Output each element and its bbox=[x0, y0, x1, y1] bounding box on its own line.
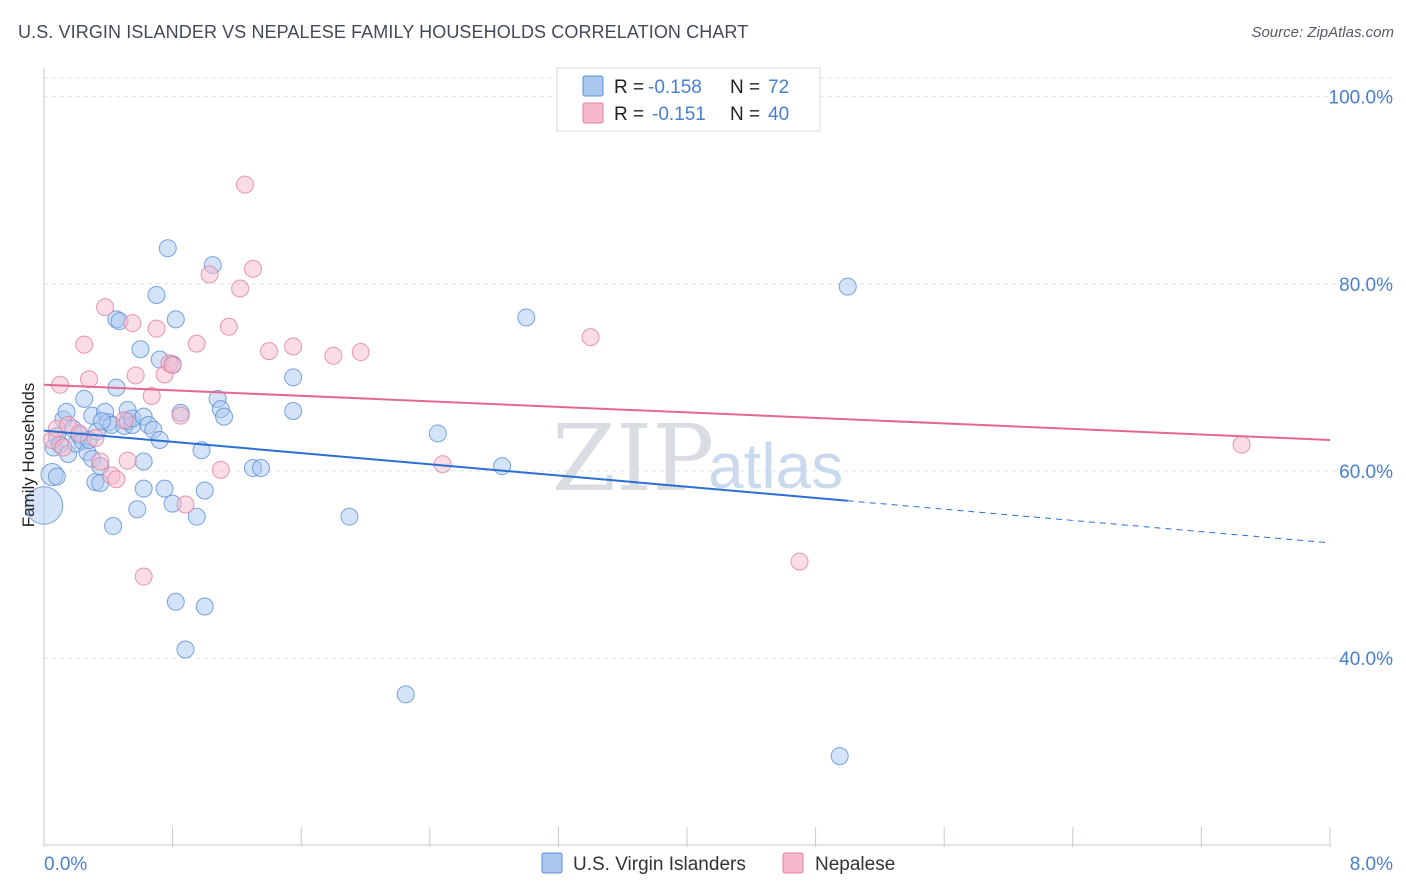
point-virgin-islanders bbox=[166, 310, 185, 329]
legend-n-value-virgin-islanders: 72 bbox=[768, 77, 789, 98]
legend-n-label-virgin-islanders: N = bbox=[730, 77, 760, 98]
point-nepalese bbox=[231, 279, 250, 298]
point-nepalese bbox=[126, 366, 145, 385]
point-nepalese bbox=[235, 175, 254, 194]
y-tick-label: 40.0% bbox=[1339, 649, 1393, 670]
point-virgin-islanders bbox=[252, 459, 271, 478]
point-virgin-islanders bbox=[187, 507, 206, 526]
point-nepalese bbox=[115, 411, 134, 430]
series-legend-label-virgin-islanders: U.S. Virgin Islanders bbox=[573, 854, 746, 875]
legend-r-label-virgin-islanders: R = bbox=[614, 77, 644, 98]
point-virgin-islanders bbox=[131, 340, 150, 359]
point-nepalese bbox=[123, 314, 142, 333]
point-nepalese bbox=[107, 470, 126, 489]
y-tick-label: 100.0% bbox=[1329, 88, 1394, 109]
point-virgin-islanders bbox=[158, 239, 177, 258]
point-virgin-islanders bbox=[195, 481, 214, 500]
point-virgin-islanders bbox=[396, 685, 415, 704]
point-nepalese bbox=[171, 406, 190, 425]
chart-title: U.S. VIRGIN ISLANDER VS NEPALESE FAMILY … bbox=[18, 22, 749, 42]
watermark: ZIP atlas bbox=[552, 405, 843, 512]
point-nepalese bbox=[147, 319, 166, 338]
point-nepalese bbox=[219, 317, 238, 336]
point-nepalese bbox=[75, 335, 94, 354]
point-virgin-islanders bbox=[128, 500, 147, 519]
legend-r-label-nepalese: R = bbox=[614, 104, 644, 125]
x-tick-label-min: 0.0% bbox=[44, 854, 87, 875]
point-virgin-islanders bbox=[155, 479, 174, 498]
point-virgin-islanders bbox=[24, 486, 64, 525]
watermark-zip: ZIP bbox=[552, 405, 714, 512]
point-nepalese bbox=[324, 346, 343, 365]
series-legend-swatch-nepalese bbox=[782, 852, 804, 874]
point-nepalese bbox=[163, 356, 182, 375]
series-legend: U.S. Virgin Islanders Nepalese bbox=[541, 852, 895, 875]
point-nepalese bbox=[86, 429, 105, 448]
point-virgin-islanders bbox=[75, 389, 94, 408]
source-label: Source: ZipAtlas.com bbox=[1251, 24, 1394, 41]
point-nepalese bbox=[211, 460, 230, 479]
gridlines bbox=[44, 77, 1394, 659]
point-virgin-islanders bbox=[195, 597, 214, 616]
point-nepalese bbox=[1232, 435, 1251, 454]
point-virgin-islanders bbox=[104, 517, 123, 536]
point-virgin-islanders bbox=[192, 441, 211, 460]
point-virgin-islanders bbox=[284, 401, 303, 420]
point-virgin-islanders bbox=[340, 507, 359, 526]
point-nepalese bbox=[581, 328, 600, 347]
series-legend-swatch-virgin-islanders bbox=[541, 852, 563, 874]
legend-swatch-virgin-islanders bbox=[582, 75, 604, 97]
point-virgin-islanders bbox=[215, 407, 234, 426]
point-nepalese bbox=[118, 451, 137, 470]
stats-legend: R = -0.158 N = 72 R = -0.151 N = 40 bbox=[556, 67, 821, 132]
trend-lines bbox=[43, 383, 1331, 544]
point-nepalese bbox=[142, 387, 161, 406]
point-nepalese bbox=[187, 334, 206, 353]
x-tick-label-max: 8.0% bbox=[1350, 854, 1393, 875]
legend-r-value-nepalese: -0.151 bbox=[652, 104, 706, 125]
y-axis-title: Family Households bbox=[19, 383, 38, 528]
point-nepalese bbox=[91, 452, 110, 471]
tick-labels: 40.0% 60.0% 80.0% 100.0% 0.0% 8.0% bbox=[44, 88, 1393, 875]
y-tick-label: 60.0% bbox=[1339, 462, 1393, 483]
legend-swatch-nepalese bbox=[582, 102, 604, 124]
point-virgin-islanders bbox=[92, 412, 111, 431]
legend-n-label-nepalese: N = bbox=[730, 104, 760, 125]
point-virgin-islanders bbox=[134, 479, 153, 498]
trend-line-nepalese bbox=[43, 383, 1331, 441]
point-nepalese bbox=[96, 298, 115, 317]
point-virgin-islanders bbox=[838, 277, 857, 296]
trend-line-virgin-islanders-extension bbox=[847, 500, 1331, 544]
point-nepalese bbox=[134, 567, 153, 586]
axes bbox=[43, 68, 1331, 847]
point-virgin-islanders bbox=[166, 592, 185, 611]
point-nepalese bbox=[351, 343, 370, 362]
point-virgin-islanders bbox=[147, 286, 166, 305]
point-nepalese bbox=[790, 552, 809, 571]
y-tick-label: 80.0% bbox=[1339, 275, 1393, 296]
point-nepalese bbox=[284, 337, 303, 356]
point-virgin-islanders bbox=[830, 747, 849, 766]
legend-n-value-nepalese: 40 bbox=[768, 104, 789, 125]
legend-r-value-virgin-islanders: -0.158 bbox=[648, 77, 702, 98]
point-virgin-islanders bbox=[134, 452, 153, 471]
point-nepalese bbox=[260, 342, 279, 361]
series-legend-label-nepalese: Nepalese bbox=[815, 854, 895, 875]
point-nepalese bbox=[200, 265, 219, 284]
point-virgin-islanders bbox=[517, 308, 536, 327]
data-points bbox=[24, 175, 1251, 766]
point-virgin-islanders bbox=[284, 368, 303, 387]
point-nepalese bbox=[243, 259, 262, 278]
trend-line-virgin-islanders bbox=[43, 429, 848, 502]
point-nepalese bbox=[80, 370, 99, 389]
point-virgin-islanders bbox=[176, 640, 195, 659]
point-nepalese bbox=[176, 495, 195, 514]
point-virgin-islanders bbox=[428, 424, 447, 443]
point-virgin-islanders bbox=[47, 467, 66, 486]
point-nepalese bbox=[54, 438, 73, 457]
